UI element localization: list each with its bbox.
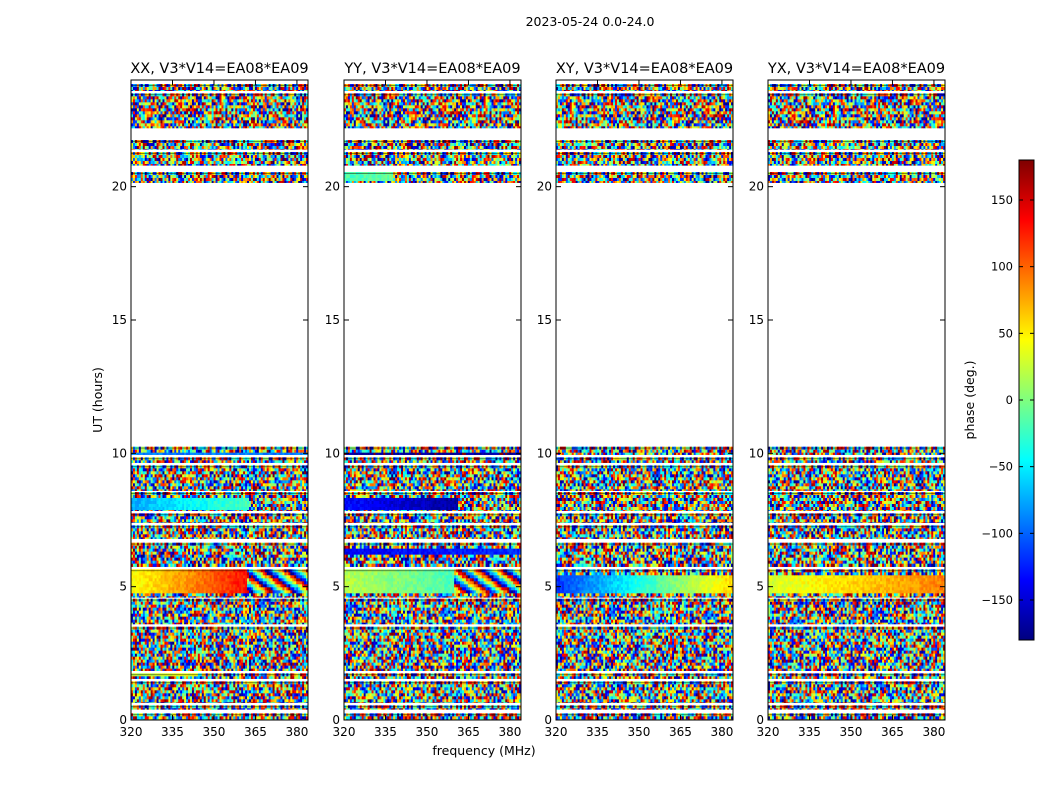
heatmap-cells [344, 84, 521, 720]
panel-frame [130, 79, 309, 721]
panel-title: YY, V3*V14=EA08*EA09 [343, 61, 520, 77]
x-tick-label: 320 [545, 725, 568, 739]
y-tick-label: 5 [332, 580, 340, 594]
colorbar-tick-label: −100 [981, 526, 1013, 540]
x-tick-label: 320 [333, 725, 356, 739]
y-tick-label: 5 [119, 580, 127, 594]
x-tick-label: 320 [757, 725, 780, 739]
colorbar-tick-label: 150 [991, 193, 1013, 207]
y-tick-label: 0 [756, 713, 764, 727]
y-axis-label: UT (hours) [90, 367, 105, 433]
y-tick-label: 15 [112, 313, 127, 327]
colorbar-label: phase (deg.) [962, 361, 977, 440]
panel-title: XY, V3*V14=EA08*EA09 [556, 61, 733, 77]
y-tick-label: 0 [332, 713, 340, 727]
colorbar-tick-label: 0 [1006, 393, 1013, 407]
y-tick-label: 20 [537, 180, 552, 194]
figure-suptitle: 2023-05-24 0.0-24.0 [526, 14, 655, 29]
y-tick-label: 15 [537, 313, 552, 327]
x-tick-label: 335 [586, 725, 609, 739]
heatmap-cells [768, 84, 945, 720]
y-tick-label: 0 [119, 713, 127, 727]
x-tick-label: 365 [669, 725, 692, 739]
colorbar-tick-label: 50 [998, 326, 1013, 340]
y-tick-label: 10 [112, 446, 127, 460]
x-tick-label: 350 [840, 725, 863, 739]
y-tick-label: 5 [544, 580, 552, 594]
panel-2: YY, V3*V14=EA08*EA09 0 5 10 15 20 320 335 350 365… [325, 61, 522, 739]
x-axis-label: frequency (MHz) [432, 743, 535, 758]
heatmap-cells [556, 84, 733, 720]
x-tick-label: 335 [798, 725, 821, 739]
colorbar-tick-label: −50 [989, 460, 1013, 474]
x-tick-label: 365 [244, 725, 267, 739]
x-tick-label: 380 [710, 725, 733, 739]
panels-group: XX, V3*V14=EA08*EA09 0 5 10 15 20 320 335 350 365… [112, 61, 946, 739]
panel-frame [343, 79, 522, 721]
panel-title: YX, V3*V14=EA08*EA09 [767, 61, 945, 77]
colorbar-tick-label: −150 [981, 593, 1013, 607]
colorbar: 150 100 50 0 −50 −100 −150 [981, 159, 1035, 641]
heatmap-cells [131, 84, 308, 720]
y-tick-label: 20 [112, 180, 127, 194]
y-tick-label: 15 [749, 313, 764, 327]
x-tick-label: 350 [628, 725, 651, 739]
y-tick-label: 20 [325, 180, 340, 194]
panel-frame [555, 79, 734, 721]
x-tick-label: 365 [457, 725, 480, 739]
x-tick-label: 350 [416, 725, 439, 739]
x-tick-label: 365 [881, 725, 904, 739]
x-tick-label: 380 [922, 725, 945, 739]
panel-frame [767, 79, 946, 721]
colorbar-tick-label: 100 [991, 260, 1013, 274]
y-tick-label: 15 [325, 313, 340, 327]
x-tick-label: 350 [203, 725, 226, 739]
y-tick-label: 10 [325, 446, 340, 460]
y-tick-label: 10 [537, 446, 552, 460]
x-tick-label: 335 [374, 725, 397, 739]
y-tick-label: 10 [749, 446, 764, 460]
x-tick-label: 380 [285, 725, 308, 739]
x-tick-label: 335 [161, 725, 184, 739]
y-tick-label: 20 [749, 180, 764, 194]
y-tick-label: 0 [544, 713, 552, 727]
panel-3: XY, V3*V14=EA08*EA09 0 5 10 15 20 320 335 350 365… [537, 61, 734, 739]
y-tick-label: 5 [756, 580, 764, 594]
panel-1: XX, V3*V14=EA08*EA09 0 5 10 15 20 320 335 350 365… [112, 61, 309, 739]
x-tick-label: 380 [498, 725, 521, 739]
panel-title: XX, V3*V14=EA08*EA09 [130, 61, 308, 77]
panel-4: YX, V3*V14=EA08*EA09 0 5 10 15 20 320 335 350 365… [749, 61, 946, 739]
x-tick-label: 320 [120, 725, 143, 739]
